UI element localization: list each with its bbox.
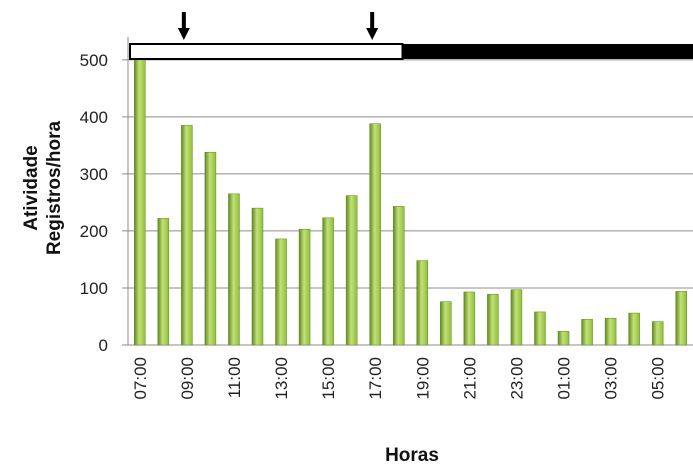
down-arrow-icon (366, 12, 379, 40)
x-tick-label: 15:00 (319, 357, 338, 400)
x-tick-label: 23:00 (507, 357, 526, 400)
y-tick-labels: 0 100 200 300 400 500 (80, 51, 108, 355)
bar-05:00 (651, 321, 664, 346)
bar-02:00 (581, 319, 593, 346)
bar-12:00 (251, 207, 264, 346)
bar-22:00 (487, 293, 499, 346)
light-dark-phase-bar (129, 43, 693, 60)
y-tick-label: 300 (80, 165, 108, 184)
bar-19:00 (416, 260, 429, 346)
x-tick-labels: 07:00 09:00 11:00 13:00 15:00 17:00 19:00 21:00… (131, 357, 668, 400)
y-tick-label: 0 (99, 336, 108, 355)
bar-17:00 (369, 123, 381, 346)
bar-04:00 (628, 312, 640, 346)
y-axis-title-line-1: Atividade (21, 145, 42, 231)
y-tick-label: 500 (80, 51, 108, 70)
x-tick-label: 03:00 (602, 357, 621, 400)
light-phase-bar (129, 43, 404, 60)
bar-13:00 (275, 238, 287, 346)
x-tick-label: 05:00 (649, 357, 668, 400)
bar-16:00 (345, 195, 358, 346)
dark-phase-bar (402, 44, 693, 59)
bar-06:00 (675, 291, 687, 346)
x-tick-label: 19:00 (413, 357, 432, 400)
bar-03:00 (604, 317, 617, 346)
bar-15:00 (322, 217, 334, 346)
x-tick-label: 21:00 (460, 357, 479, 400)
y-tick-label: 100 (80, 279, 108, 298)
bar-20:00 (440, 301, 452, 346)
y-tick-label: 200 (80, 222, 108, 241)
x-tick-label: 13:00 (272, 357, 291, 400)
bar-23:00 (510, 289, 523, 346)
bar-00:00 (534, 311, 546, 346)
y-axis-title-line-2: Registros/hora (44, 121, 65, 256)
x-tick-label: 11:00 (225, 357, 244, 398)
bar-01:00 (557, 331, 570, 346)
bar-10:00 (204, 151, 217, 346)
x-tick-label: 09:00 (178, 357, 197, 400)
down-arrow-icon (177, 12, 190, 40)
x-tick-label: 17:00 (366, 357, 385, 400)
arrows (177, 12, 379, 40)
bar-09:00 (181, 125, 193, 346)
bar-07:00 (134, 59, 146, 346)
bar-08:00 (157, 218, 170, 346)
bar-11:00 (228, 193, 240, 346)
bar-21:00 (463, 291, 476, 346)
bars (134, 59, 687, 346)
bar-18:00 (392, 206, 405, 346)
x-tick-label: 07:00 (131, 357, 150, 400)
x-tick-label: 01:00 (555, 357, 574, 400)
y-tick-label: 400 (80, 108, 108, 127)
bar-14:00 (298, 228, 311, 346)
x-axis-title: Horas (385, 445, 439, 466)
